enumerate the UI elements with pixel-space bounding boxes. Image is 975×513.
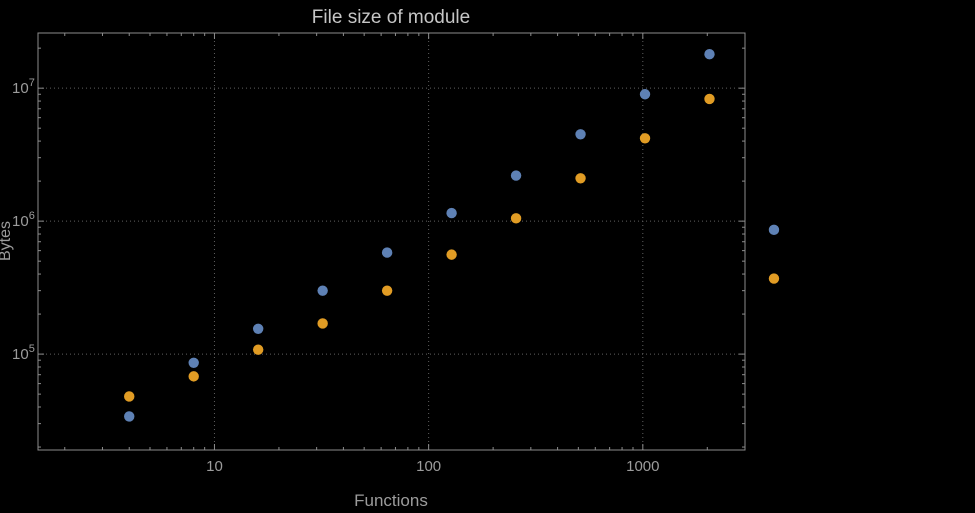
data-point-blue-series — [704, 49, 715, 60]
data-point-blue-series — [510, 170, 522, 181]
data-point-orange-series — [704, 93, 715, 105]
data-point-orange-series — [188, 371, 199, 382]
data-point-blue-series — [768, 224, 780, 236]
data-point-blue-series — [188, 357, 199, 369]
data-point-blue-series — [317, 285, 328, 296]
x-axis-label: Functions — [354, 491, 428, 510]
chart-title: File size of module — [312, 7, 470, 28]
data-point-orange-series — [768, 273, 780, 284]
data-point-blue-series — [252, 323, 264, 334]
data-point-blue-series — [575, 129, 586, 140]
frame-layer — [37, 32, 746, 451]
data-point-orange-series — [381, 285, 393, 296]
x-tick-label: 1000 — [626, 458, 659, 475]
data-point-orange-series — [446, 249, 457, 260]
data-point-blue-series — [446, 207, 457, 219]
data-point-orange-series — [317, 318, 328, 329]
plot-frame — [37, 32, 746, 451]
x-tick-label: 100 — [416, 458, 441, 475]
data-point-blue-series — [381, 247, 393, 258]
data-point-orange-series — [575, 173, 586, 184]
data-point-orange-series — [510, 213, 522, 224]
y-axis-label: Bytes — [0, 221, 14, 261]
y-tick-label: 107 — [12, 77, 35, 97]
y-tick-labels-layer: 105 106 107 — [12, 77, 35, 363]
x-tick-label: 10 — [206, 458, 223, 475]
y-tick-label: 106 — [12, 210, 35, 230]
data-point-blue-series — [639, 89, 651, 100]
tick-marks-layer — [38, 33, 745, 450]
data-points-layer — [124, 49, 780, 422]
data-point-orange-series — [639, 133, 651, 144]
y-tick-label: 105 — [12, 343, 35, 363]
data-point-orange-series — [124, 391, 135, 402]
data-point-blue-series — [124, 411, 135, 422]
x-tick-labels-layer: 10 100 1000 — [206, 458, 659, 475]
data-point-orange-series — [252, 344, 264, 355]
gridlines-layer — [38, 33, 745, 450]
